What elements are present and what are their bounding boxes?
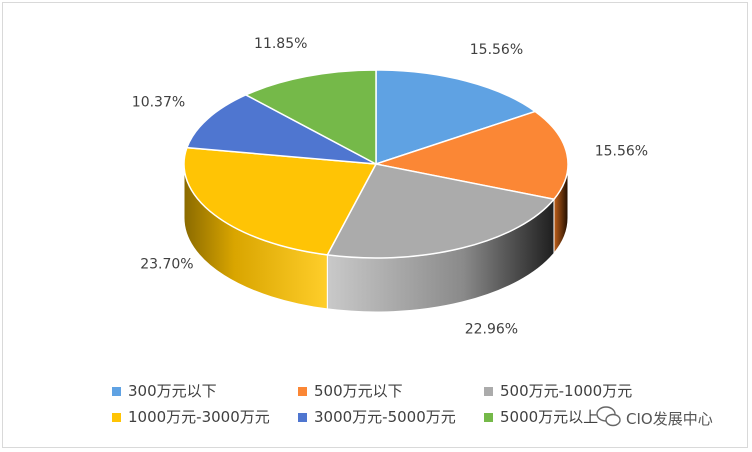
slice-3-label: 22.96% — [465, 321, 518, 337]
wechat-icon — [596, 406, 621, 427]
slice-2-top — [373, 110, 569, 201]
legend-item-2: 500万元以下 — [314, 382, 403, 400]
watermark: CIO发展中心 — [596, 406, 713, 428]
legend-item-5: 3000万元-5000万元 — [314, 408, 456, 426]
slice-5-label: 10.37% — [132, 95, 185, 111]
slice-4-top — [183, 146, 378, 256]
legend-item-4: 1000万元-3000万元 — [128, 408, 270, 426]
slice-6-top — [244, 69, 377, 166]
slice-5-top — [185, 94, 377, 165]
watermark-text: CIO发展中心 — [626, 410, 713, 428]
slice-1-top — [375, 69, 537, 166]
legend-swatch-1 — [112, 387, 121, 396]
legend: 300万元以下 500万元以下 500万元-1000万元 1000万元-3000万元 3… — [112, 382, 632, 426]
slice-4-label: 23.70% — [140, 256, 193, 272]
legend-swatch-2 — [298, 387, 307, 396]
slice-6-label: 11.85% — [254, 36, 307, 52]
legend-swatch-5 — [298, 413, 307, 422]
legend-item-6: 5000万元以上 — [500, 408, 598, 426]
legend-item-1: 300万元以下 — [128, 382, 217, 400]
slice-2-label: 15.56% — [595, 143, 648, 159]
slice-3-top — [326, 163, 556, 259]
legend-item-3: 500万元-1000万元 — [500, 382, 632, 400]
legend-swatch-3 — [484, 387, 493, 396]
slice-1-label: 15.56% — [470, 42, 523, 58]
legend-swatch-6 — [484, 413, 493, 422]
legend-swatch-4 — [112, 413, 121, 422]
